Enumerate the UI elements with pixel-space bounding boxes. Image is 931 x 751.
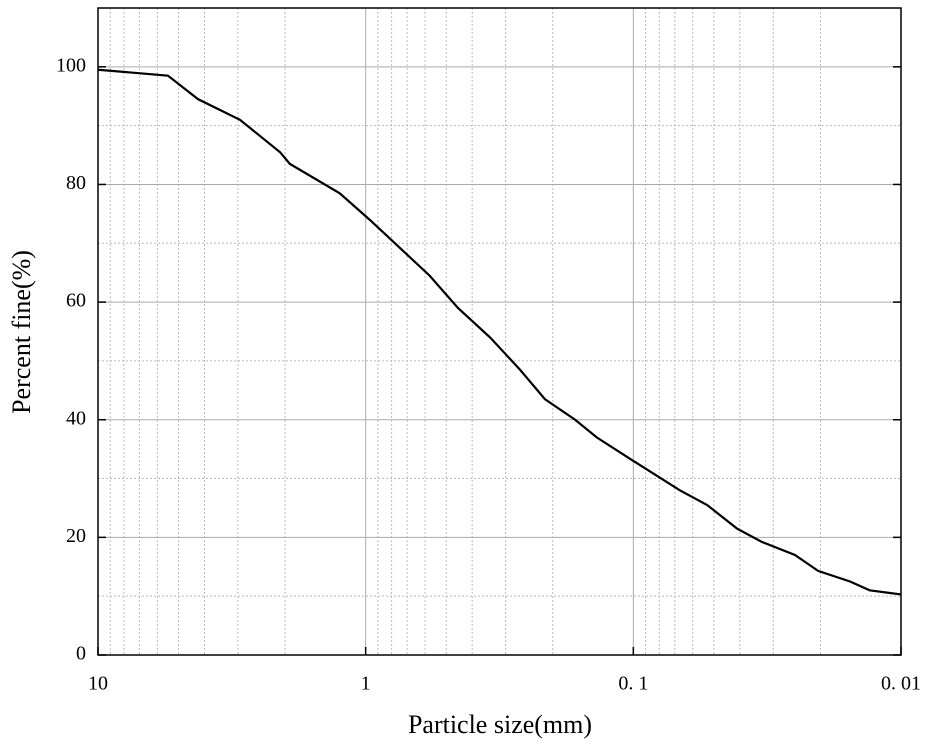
- y-tick-label: 20: [66, 525, 86, 547]
- y-tick-label: 40: [66, 407, 86, 429]
- y-tick-label: 80: [66, 172, 86, 194]
- x-tick-label: 10: [88, 673, 108, 695]
- x-tick-label: 1: [361, 673, 371, 695]
- x-tick-label: 0. 1: [618, 673, 648, 695]
- y-tick-label: 60: [66, 290, 86, 312]
- y-tick-label: 100: [56, 54, 86, 76]
- data-line: [97, 68, 902, 596]
- x-axis-label: Particle size(mm): [408, 710, 592, 739]
- y-axis-label: Percent fine(%): [7, 250, 36, 414]
- y-tick-label: 0: [76, 643, 86, 665]
- x-tick-label: 0. 01: [881, 673, 921, 695]
- plot-frame: [97, 7, 902, 656]
